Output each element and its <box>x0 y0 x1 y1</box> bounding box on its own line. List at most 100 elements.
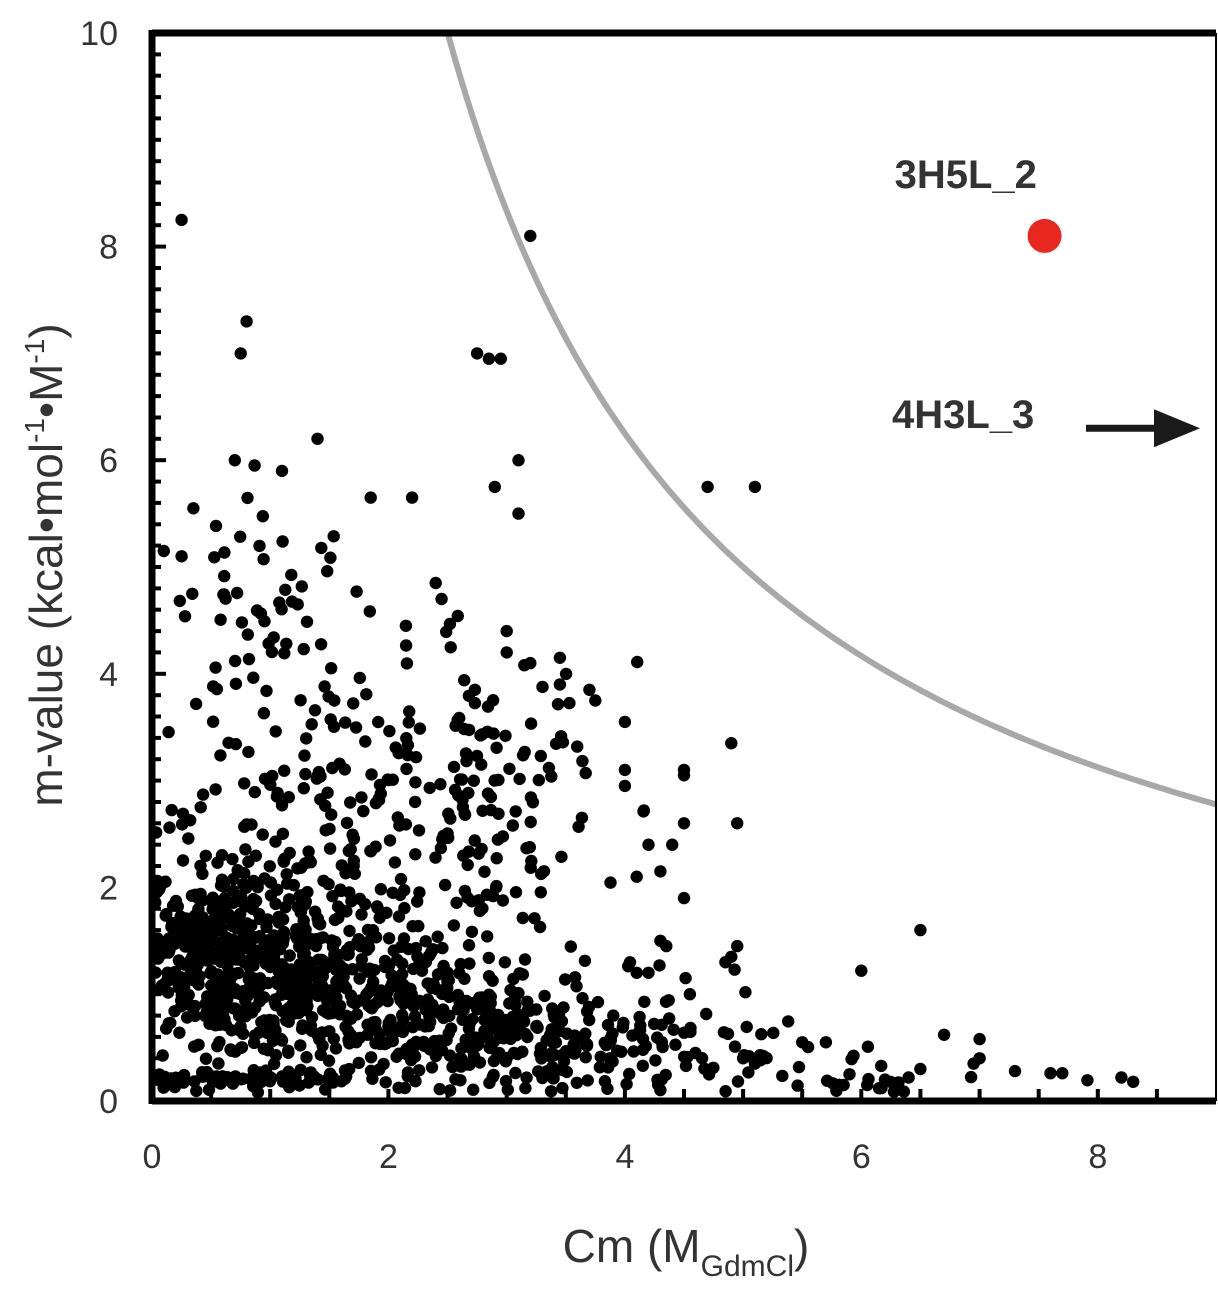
data-point <box>325 934 338 947</box>
data-point <box>642 838 655 851</box>
annotations: 3H5L_2 4H3L_3 <box>892 153 1200 448</box>
data-point <box>162 725 175 739</box>
data-point <box>361 923 375 937</box>
data-point <box>172 954 186 967</box>
data-point <box>408 795 422 809</box>
data-point <box>369 796 383 810</box>
data-point <box>154 938 167 951</box>
data-point <box>843 1068 856 1081</box>
data-point <box>481 700 495 713</box>
data-point <box>219 1018 233 1032</box>
data-point <box>1081 1074 1094 1087</box>
data-point <box>368 963 381 977</box>
data-point <box>462 939 476 952</box>
data-point <box>190 1084 203 1098</box>
data-point <box>313 1033 326 1046</box>
data-point <box>826 1077 839 1090</box>
data-point <box>400 657 414 670</box>
data-point <box>819 1036 833 1049</box>
data-point <box>677 769 691 782</box>
data-point <box>251 880 264 894</box>
data-point <box>1115 1071 1128 1084</box>
data-point <box>580 1005 594 1018</box>
data-point <box>258 872 271 885</box>
data-point <box>626 1029 639 1042</box>
data-point <box>419 1003 432 1016</box>
data-point <box>297 782 310 795</box>
data-point <box>731 817 744 830</box>
data-point <box>503 762 516 775</box>
data-point <box>209 519 223 533</box>
data-point <box>553 1015 566 1029</box>
data-point <box>509 999 522 1012</box>
data-point <box>459 1033 472 1046</box>
data-point <box>568 971 582 984</box>
data-point <box>364 491 377 504</box>
data-point <box>468 683 482 696</box>
data-point <box>318 680 331 693</box>
data-point <box>555 850 568 863</box>
data-point <box>305 718 318 731</box>
data-point <box>437 829 450 843</box>
data-point <box>162 1017 175 1030</box>
data-point <box>276 535 289 548</box>
data-point <box>228 454 241 467</box>
data-point <box>481 930 494 943</box>
data-point <box>252 1026 266 1039</box>
data-point <box>343 924 356 938</box>
data-point <box>329 1042 343 1055</box>
data-point <box>304 856 317 869</box>
data-point <box>341 1010 354 1023</box>
data-point <box>458 722 471 736</box>
data-point <box>473 904 486 918</box>
data-point <box>240 917 254 930</box>
data-point <box>287 878 300 892</box>
data-point <box>199 997 212 1010</box>
data-point <box>175 550 188 563</box>
data-point <box>311 989 324 1002</box>
data-point <box>405 491 419 504</box>
data-point <box>736 1052 750 1065</box>
data-point <box>165 803 178 817</box>
data-point <box>518 745 531 759</box>
data-point <box>258 937 271 950</box>
data-point <box>463 957 476 970</box>
data-point <box>486 889 500 903</box>
data-point <box>458 807 471 820</box>
data-point <box>767 1026 780 1040</box>
data-point <box>328 913 342 927</box>
data-point <box>359 735 372 748</box>
data-point <box>234 1020 247 1033</box>
data-point <box>570 1076 583 1090</box>
data-point <box>229 1045 242 1058</box>
x-tick-label: 4 <box>615 1138 634 1176</box>
data-point <box>607 1009 620 1022</box>
data-point <box>487 727 500 740</box>
data-point <box>615 1045 628 1058</box>
data-point <box>914 923 927 937</box>
data-point <box>298 995 311 1009</box>
data-point <box>211 856 224 869</box>
data-point <box>278 647 291 660</box>
data-point <box>335 1075 348 1088</box>
data-point <box>457 849 470 862</box>
data-point <box>266 1034 280 1048</box>
data-point <box>677 1026 691 1039</box>
data-point <box>327 983 340 996</box>
data-point <box>275 1034 289 1047</box>
data-point <box>415 964 429 977</box>
data-point <box>620 1077 633 1091</box>
data-point <box>654 1083 667 1097</box>
data-point <box>627 1045 640 1058</box>
data-point <box>678 1050 691 1064</box>
data-point <box>280 973 294 986</box>
data-point <box>173 1026 186 1039</box>
data-point <box>748 1057 762 1070</box>
data-point <box>327 530 340 543</box>
data-point <box>861 1078 874 1092</box>
data-point <box>202 1083 216 1097</box>
data-point <box>491 1047 504 1061</box>
data-point <box>887 1085 901 1098</box>
data-point <box>782 1015 795 1028</box>
data-point <box>651 1031 664 1044</box>
